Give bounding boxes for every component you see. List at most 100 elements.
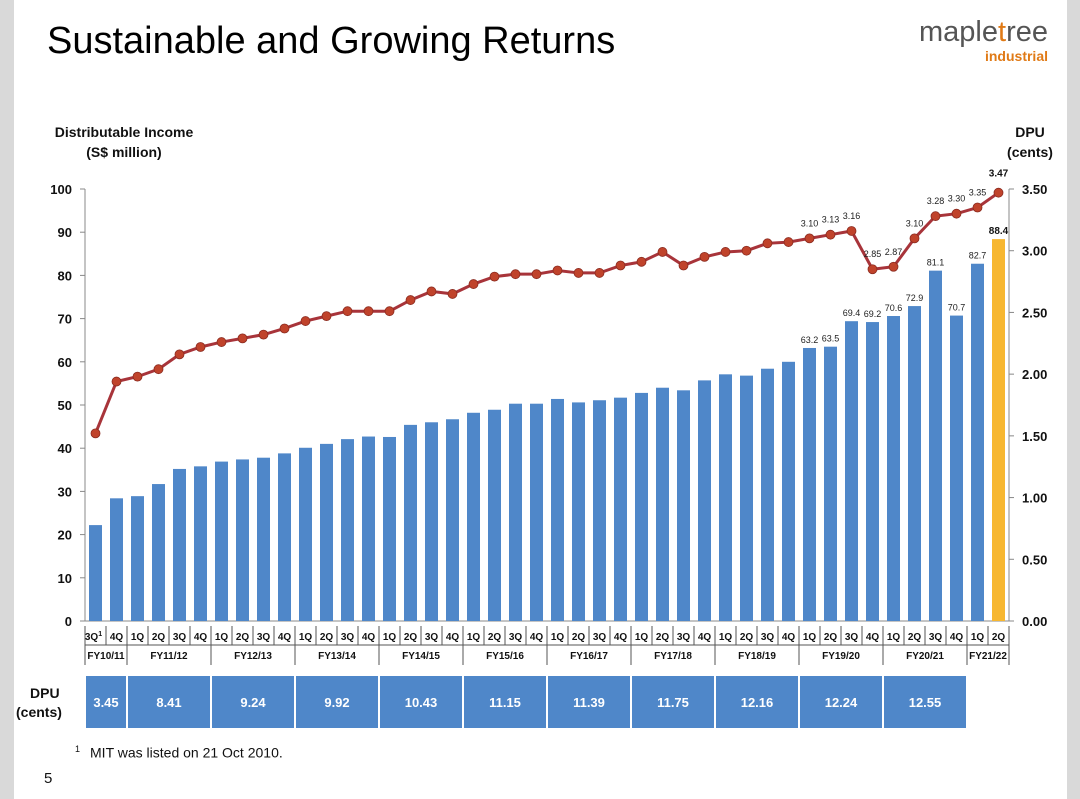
income-bar-label: 69.2 bbox=[864, 309, 882, 319]
x-tick-label: 3Q bbox=[509, 632, 523, 643]
dpu-point-label: 3.30 bbox=[948, 194, 966, 204]
income-bar bbox=[992, 239, 1005, 621]
x-tick-label: 2Q bbox=[320, 632, 334, 643]
income-bar bbox=[341, 439, 354, 621]
fiscal-year-label: FY11/12 bbox=[150, 651, 188, 662]
income-bar bbox=[887, 316, 900, 621]
dpu-point-label: 3.28 bbox=[927, 196, 945, 206]
dpu-point-label: 3.10 bbox=[801, 218, 819, 228]
slide-title: Sustainable and Growing Returns bbox=[47, 20, 616, 62]
dpu-point bbox=[741, 245, 752, 256]
income-bar bbox=[635, 392, 648, 621]
x-tick-label: 1Q bbox=[635, 632, 649, 643]
annual-dpu-value: 11.39 bbox=[573, 695, 605, 710]
income-bar bbox=[593, 400, 606, 621]
annual-dpu-value: 11.75 bbox=[657, 695, 689, 710]
x-tick-label: 4Q bbox=[530, 632, 544, 643]
income-bar bbox=[803, 347, 816, 621]
income-bar bbox=[152, 484, 165, 621]
income-bar-label: 63.2 bbox=[801, 335, 819, 345]
fiscal-year-label: FY14/15 bbox=[402, 651, 440, 662]
logo-subtitle: industrial bbox=[984, 48, 1048, 64]
x-tick-label: 4Q bbox=[446, 632, 460, 643]
annual-dpu-value: 9.92 bbox=[324, 695, 349, 710]
dpu-point bbox=[258, 329, 269, 340]
annual-dpu-value: 12.55 bbox=[909, 695, 942, 710]
income-bar bbox=[971, 263, 984, 621]
dpu-point bbox=[993, 187, 1004, 198]
dpu-point bbox=[720, 247, 731, 257]
annual-dpu-value: 9.24 bbox=[240, 695, 266, 710]
right-axis-tick-label: 1.50 bbox=[1022, 429, 1047, 444]
x-tick-label: 4Q bbox=[110, 632, 124, 643]
x-tick-label: 4Q bbox=[698, 632, 712, 643]
dpu-point-label: 3.10 bbox=[906, 218, 924, 228]
dpu-point bbox=[510, 269, 521, 280]
dpu-point bbox=[825, 229, 836, 240]
income-bar bbox=[299, 447, 312, 621]
income-bar bbox=[488, 409, 501, 621]
annual-dpu-cell bbox=[884, 676, 966, 728]
income-bar bbox=[89, 525, 102, 621]
x-tick-label: 2Q bbox=[572, 632, 586, 643]
x-tick-label: 1Q bbox=[131, 632, 145, 643]
fiscal-year-label: FY20/21 bbox=[906, 651, 944, 662]
dpu-point bbox=[111, 376, 122, 387]
dpu-point bbox=[363, 306, 374, 317]
income-bar bbox=[236, 459, 249, 621]
dpu-point bbox=[489, 271, 500, 282]
x-tick-label: 4Q bbox=[866, 632, 880, 643]
x-tick-label: 1Q bbox=[887, 632, 901, 643]
x-tick-label: 3Q bbox=[425, 632, 439, 643]
x-tick-label: 1Q bbox=[467, 632, 481, 643]
x-tick-label: 3Q bbox=[593, 632, 607, 643]
income-bar bbox=[362, 436, 375, 621]
annual-dpu-cell bbox=[716, 676, 798, 728]
left-axis-title: (S$ million) bbox=[86, 144, 161, 160]
x-tick-label: 3Q bbox=[257, 632, 271, 643]
annual-dpu-cell bbox=[212, 676, 294, 728]
dpu-point bbox=[888, 261, 899, 272]
income-bar bbox=[425, 422, 438, 621]
x-tick-label: 1Q bbox=[383, 632, 397, 643]
dpu-point bbox=[279, 323, 290, 334]
income-bar bbox=[698, 380, 711, 621]
right-axis-tick-label: 1.00 bbox=[1022, 491, 1047, 506]
x-tick-label: 2Q bbox=[740, 632, 754, 643]
x-tick-label: 3Q bbox=[173, 632, 187, 643]
left-axis-tick-label: 70 bbox=[58, 312, 72, 327]
income-bar bbox=[110, 498, 123, 621]
income-bar bbox=[782, 361, 795, 621]
annual-dpu-title: DPU bbox=[30, 685, 60, 701]
annual-dpu-value: 8.41 bbox=[156, 695, 181, 710]
x-tick-label: 4Q bbox=[278, 632, 292, 643]
x-tick-label: 1Q bbox=[971, 632, 985, 643]
income-bar bbox=[845, 321, 858, 621]
dpu-point bbox=[90, 428, 101, 439]
income-bar bbox=[614, 397, 627, 621]
right-axis-tick-label: 0.00 bbox=[1022, 614, 1047, 629]
dpu-point bbox=[678, 260, 689, 271]
mapletree-logo: mapletree industrial bbox=[888, 16, 1048, 68]
right-axis-tick-label: 2.00 bbox=[1022, 367, 1047, 382]
income-bar bbox=[320, 443, 333, 621]
dpu-point-label: 3.35 bbox=[969, 188, 987, 198]
dpu-point-label: 3.16 bbox=[843, 211, 861, 221]
dpu-point bbox=[531, 269, 542, 280]
income-bar-label: 70.7 bbox=[948, 303, 966, 313]
x-tick-label: 1Q bbox=[803, 632, 817, 643]
dpu-point bbox=[972, 202, 983, 213]
x-tick-label: 4Q bbox=[950, 632, 964, 643]
fiscal-year-label: FY21/22 bbox=[969, 651, 1007, 662]
dpu-point-label: 3.13 bbox=[822, 215, 840, 225]
income-bar-label: 72.9 bbox=[906, 293, 924, 303]
annual-dpu-cell bbox=[380, 676, 462, 728]
annual-dpu-value: 12.24 bbox=[825, 695, 858, 710]
income-bar bbox=[950, 315, 963, 621]
right-axis-tick-label: 0.50 bbox=[1022, 552, 1047, 567]
dpu-point bbox=[405, 295, 416, 305]
income-bar bbox=[173, 468, 186, 621]
dpu-point-label: 3.47 bbox=[989, 169, 1009, 180]
logo-wordmark: mapletree bbox=[919, 16, 1048, 48]
left-axis-tick-label: 60 bbox=[58, 355, 72, 370]
